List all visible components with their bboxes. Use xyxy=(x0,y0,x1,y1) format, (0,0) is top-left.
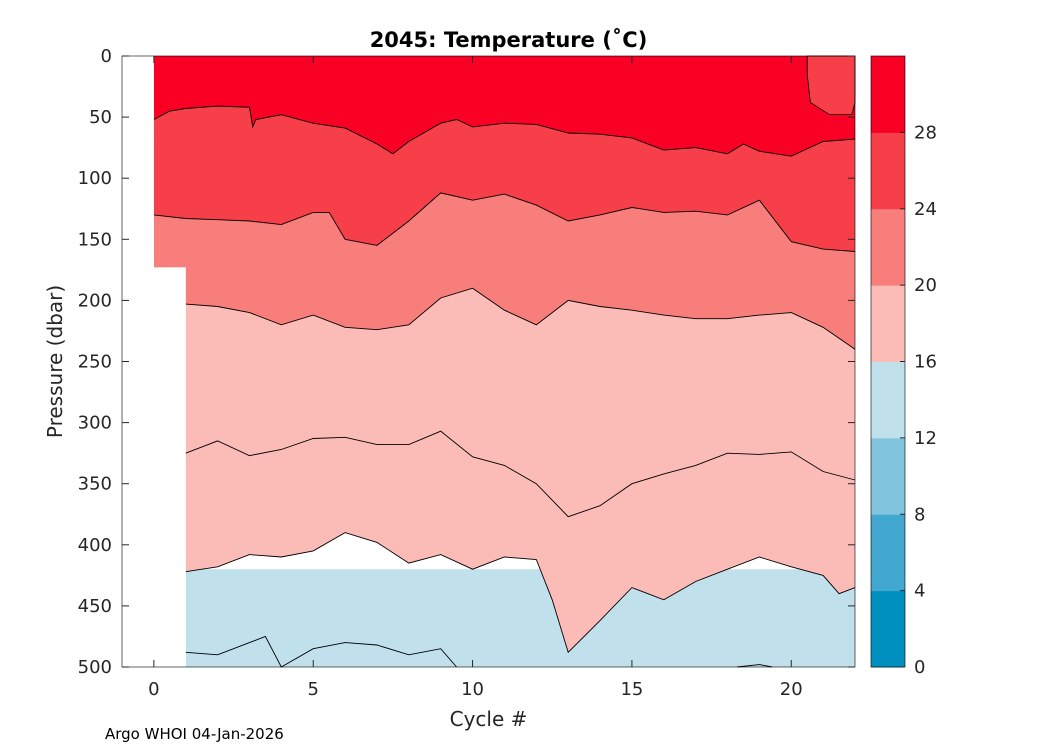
contour-line-20 xyxy=(185,287,856,350)
colorbar-segment xyxy=(871,437,905,515)
y-tick-label: 200 xyxy=(78,290,112,311)
x-tick-label: 0 xyxy=(148,679,159,700)
contour-line-24 xyxy=(153,192,856,252)
y-tick-label: 50 xyxy=(89,107,112,128)
band-28-32 xyxy=(153,56,855,157)
colorbar-tick-label: 12 xyxy=(914,428,937,449)
colorbar-segment xyxy=(871,361,905,439)
x-axis-label: Cycle # xyxy=(450,707,528,731)
y-tick-label: 300 xyxy=(78,413,112,434)
y-tick-label: 0 xyxy=(101,46,112,67)
y-tick-label: 500 xyxy=(78,657,112,678)
no-data-deep xyxy=(122,267,186,667)
x-tick-label: 20 xyxy=(780,679,803,700)
y-axis-label: Pressure (dbar) xyxy=(43,285,67,438)
y-tick-label: 250 xyxy=(78,352,112,373)
x-tick-label: 15 xyxy=(620,679,643,700)
colorbar-segment xyxy=(871,56,905,133)
contour-line-28 xyxy=(153,105,856,157)
footer-credit: Argo WHOI 04-Jan-2026 xyxy=(105,725,284,743)
colorbar-tick-label: 28 xyxy=(914,122,937,143)
contour-fragment xyxy=(737,664,773,668)
contour-line-16 xyxy=(153,430,856,518)
band-16-20 xyxy=(153,288,855,517)
colorbar-segment xyxy=(871,590,905,668)
y-tick-label: 100 xyxy=(78,168,112,189)
y-tick-label: 350 xyxy=(78,474,112,495)
y-tick-label: 400 xyxy=(78,535,112,556)
colorbar-segment xyxy=(871,132,905,210)
x-tick-label: 5 xyxy=(307,679,318,700)
colorbar-segment xyxy=(871,208,905,286)
band-24-28 xyxy=(153,106,855,252)
colorbar-tick-label: 16 xyxy=(914,352,937,373)
band-20-24 xyxy=(153,192,855,350)
colorbar-tick-label: 24 xyxy=(914,199,937,220)
y-tick-label: 150 xyxy=(78,229,112,250)
colorbar-segment xyxy=(871,514,905,592)
colorbar-tick-label: 4 xyxy=(914,581,925,602)
colorbar-segment xyxy=(871,285,905,362)
contour-line-16-lower xyxy=(185,532,856,654)
band-16-20-lower xyxy=(153,431,855,653)
colorbar-tick-label: 8 xyxy=(914,504,925,525)
band-12-16 xyxy=(185,569,855,667)
colorbar-tick-label: 20 xyxy=(914,275,937,296)
colorbar-tick-label: 0 xyxy=(914,657,925,678)
x-tick-label: 10 xyxy=(461,679,484,700)
contour-12-deep xyxy=(185,635,457,668)
y-tick-label: 450 xyxy=(78,596,112,617)
chart-title: 2045: Temperature (˚C) xyxy=(370,28,648,52)
